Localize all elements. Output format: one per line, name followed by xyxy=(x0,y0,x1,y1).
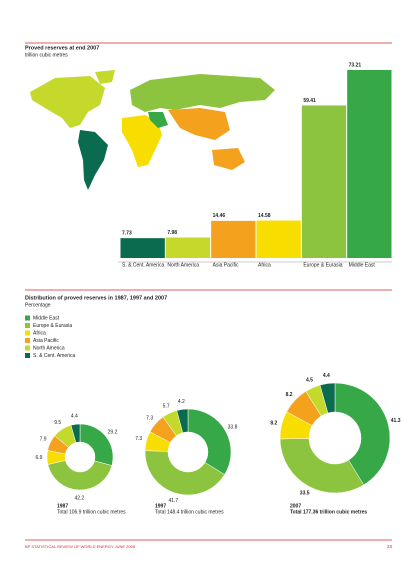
chart-subtitle: Percentage xyxy=(25,302,51,308)
legend-label: North America xyxy=(33,345,65,351)
australia xyxy=(212,148,245,170)
x-tick-label: North America xyxy=(167,262,199,268)
donut-segment xyxy=(334,382,391,486)
value-label: 5.7 xyxy=(163,403,170,409)
legend-label: Africa xyxy=(33,330,46,336)
year-label: 2007 xyxy=(290,503,301,509)
year-label: 1987 xyxy=(57,503,68,509)
x-tick-label: S. & Cent. America xyxy=(122,262,164,268)
value-label: 7.9 xyxy=(40,436,47,442)
page-number: 23 xyxy=(387,544,393,549)
bar xyxy=(165,237,211,258)
legend-label: S. & Cent. America xyxy=(33,353,75,359)
chart-subtitle: trillion cubic metres xyxy=(25,52,68,58)
value-label: 4.5 xyxy=(306,378,313,384)
year-label: 1997 xyxy=(155,503,166,509)
value-label: 14.58 xyxy=(258,213,271,219)
value-label: 33.8 xyxy=(228,424,238,430)
bar xyxy=(301,105,347,259)
value-label: 4.4 xyxy=(71,414,78,420)
value-label: 73.21 xyxy=(349,62,362,68)
value-label: 33.5 xyxy=(300,491,310,497)
bar xyxy=(256,220,301,258)
value-label: 7.98 xyxy=(167,230,177,236)
bar xyxy=(120,238,165,258)
value-label: 42.2 xyxy=(74,495,84,501)
value-label: 4.2 xyxy=(178,399,185,405)
value-label: 4.4 xyxy=(323,373,330,379)
footer-text: BP STATISTICAL REVIEW OF WORLD ENERGY JU… xyxy=(25,544,136,549)
legend-swatch xyxy=(25,323,30,328)
value-label: 7.73 xyxy=(122,230,132,236)
legend-label: Middle East xyxy=(33,315,60,321)
donut-segment xyxy=(319,382,336,414)
caption: Total 148.4 trillion cubic metres xyxy=(155,509,224,515)
legend-swatch xyxy=(25,330,30,336)
south-america xyxy=(78,130,108,190)
caption: Total 106.9 trillion cubic metres xyxy=(57,509,126,515)
chart-title: Proved reserves at end 2007 xyxy=(25,45,99,51)
legend-swatch xyxy=(25,338,30,343)
x-tick-label: Middle East xyxy=(349,262,376,268)
bar xyxy=(211,220,256,258)
value-label: 29.2 xyxy=(108,429,118,435)
donut-segment xyxy=(70,423,81,443)
middle-east xyxy=(148,112,168,128)
legend-swatch xyxy=(25,345,30,351)
value-label: 8.2 xyxy=(286,392,293,398)
donut-segment xyxy=(187,408,232,475)
world-map xyxy=(30,70,275,190)
x-tick-label: Europe & Eurasia xyxy=(303,262,342,268)
legend-swatch xyxy=(25,315,30,321)
greenland xyxy=(95,70,115,84)
donut-segment xyxy=(144,450,225,496)
asia-pacific xyxy=(168,108,230,140)
legend-swatch xyxy=(25,353,30,358)
value-label: 7.3 xyxy=(146,416,153,422)
africa xyxy=(122,115,162,167)
x-tick-label: Africa xyxy=(258,262,271,268)
value-label: 9.5 xyxy=(54,420,61,426)
eurasia xyxy=(130,74,275,112)
donut-segment xyxy=(279,438,365,494)
donut-segment xyxy=(47,460,113,491)
value-label: 41.3 xyxy=(391,418,401,424)
value-label: 14.46 xyxy=(213,213,226,219)
value-label: 59.41 xyxy=(303,98,316,104)
value-label: 6.9 xyxy=(36,455,43,461)
x-tick-label: Asia Pacific xyxy=(213,262,239,268)
north-america xyxy=(30,76,105,128)
donut-segment xyxy=(176,408,189,433)
value-label: 7.3 xyxy=(135,436,142,442)
bar xyxy=(347,70,392,258)
caption: Total 177.36 trillion cubic metres xyxy=(290,509,367,515)
value-label: 8.2 xyxy=(270,420,277,426)
legend-label: Europe & Eurasia xyxy=(33,323,72,329)
chart-title: Distribution of proved reserves in 1987,… xyxy=(25,295,167,301)
legend-label: Asia Pacific xyxy=(33,338,59,344)
value-label: 41.7 xyxy=(168,498,178,504)
